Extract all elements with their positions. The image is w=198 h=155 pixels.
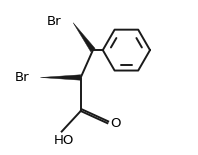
- Text: O: O: [110, 117, 121, 130]
- Text: Br: Br: [14, 71, 29, 84]
- Polygon shape: [73, 23, 95, 52]
- Polygon shape: [40, 75, 81, 80]
- Text: Br: Br: [47, 15, 62, 28]
- Text: HO: HO: [53, 134, 74, 147]
